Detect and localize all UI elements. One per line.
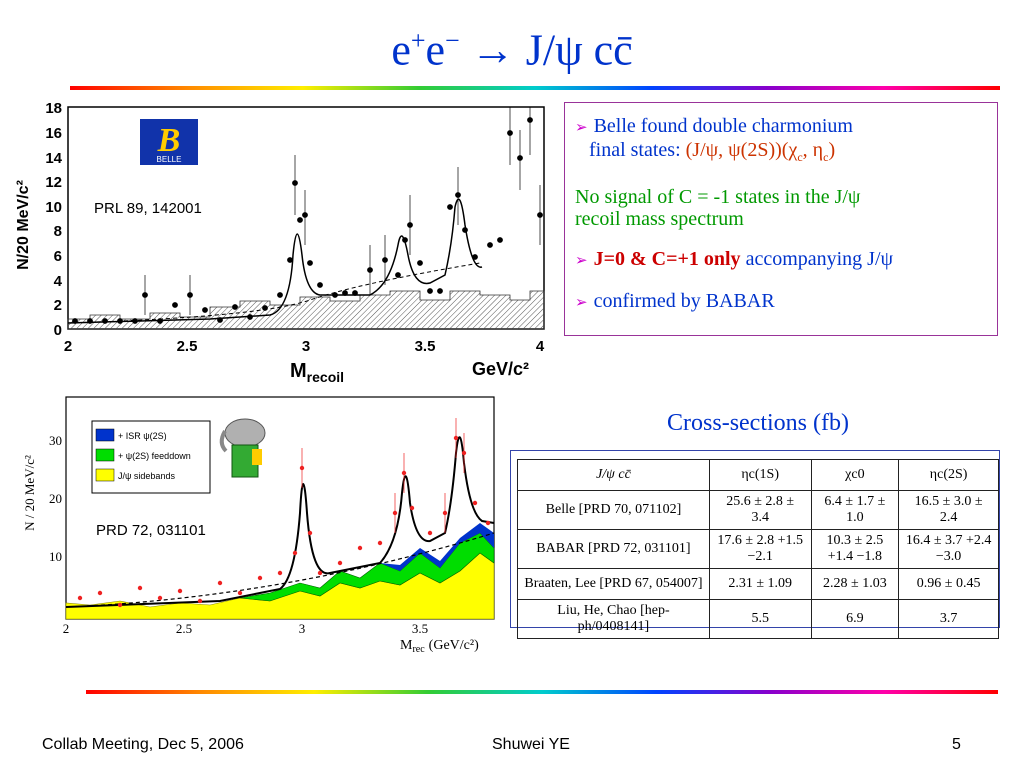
footer-page-number: 5 (952, 736, 961, 753)
cross-sections-table-frame: J/ψ cc̄ ηc(1S) χc0 ηc(2S) Belle [PRD 70,… (510, 450, 1000, 639)
svg-text:4: 4 (54, 273, 63, 290)
svg-text:+ ISR ψ(2S): + ISR ψ(2S) (118, 431, 167, 441)
cross-sections-title: Cross-sections (fb) (667, 410, 849, 436)
belle-logo-icon: B BELLE (140, 119, 198, 165)
arrow-bullet-icon: ➢ (575, 295, 588, 311)
belle-y-label: N/20 MeV/c² (15, 180, 32, 270)
arrow-icon: → (470, 25, 515, 75)
svg-text:BELLE: BELLE (157, 155, 182, 164)
belle-y-ticks: 18 16 14 12 10 8 6 4 2 0 (45, 100, 62, 339)
bullet-belle-cont: final states: (J/ψ, ψ(2S))(χc, ηc) (589, 139, 836, 164)
svg-text:3.5: 3.5 (412, 621, 428, 636)
table-header-row: J/ψ cc̄ ηc(1S) χc0 ηc(2S) (517, 459, 999, 491)
svg-text:+ ψ(2S) feeddown: + ψ(2S) feeddown (118, 451, 191, 461)
bullet-babar: ➢ confirmed by BABAR (575, 290, 775, 312)
bullet-belle: ➢ Belle found double charmonium (575, 115, 853, 137)
babar-y-label: N / 20 MeV/c² (22, 455, 37, 531)
title-text: J/ψ cc̄ (525, 25, 633, 75)
title-sup: − (445, 26, 460, 55)
footer-author: Shuwei YE (492, 736, 570, 753)
svg-text:3: 3 (299, 621, 306, 636)
belle-data-points (72, 117, 543, 324)
svg-text:0: 0 (54, 322, 62, 339)
table-row: Belle [PRD 70, 071102] 25.6 ± 2.8 ± 3.4 … (517, 490, 999, 530)
svg-text:6: 6 (54, 248, 62, 265)
svg-text:3.5: 3.5 (415, 338, 436, 355)
babar-data-points (77, 435, 491, 608)
svg-text:2: 2 (54, 297, 62, 314)
belle-plot: 18 16 14 12 10 8 6 4 2 0 2 2.5 3 3.5 4 N… (10, 95, 555, 385)
table-row: Braaten, Lee [PRD 67, 054007] 2.31 ± 1.0… (517, 568, 999, 600)
svg-text:2.5: 2.5 (176, 621, 192, 636)
babar-elephant-icon (219, 418, 266, 478)
slide-title: e+e− → J/ψ cc̄ (0, 14, 1024, 78)
svg-text:3: 3 (302, 338, 310, 355)
belle-x-units: GeV/c² (472, 359, 529, 379)
no-signal-text: No signal of C = -1 states in the J/ψ re… (575, 186, 861, 230)
svg-text:2: 2 (64, 338, 72, 355)
babar-ref-label: PRD 72, 031101 (96, 522, 206, 539)
svg-text:8: 8 (54, 223, 62, 240)
arrow-bullet-icon: ➢ (575, 120, 588, 136)
babar-x-ticks: 2 2.5 3 3.5 (63, 621, 428, 636)
svg-text:J/ψ sidebands: J/ψ sidebands (118, 471, 175, 481)
svg-text:14: 14 (45, 150, 62, 167)
title-sup: + (410, 26, 426, 55)
summary-box: ➢ Belle found double charmonium final sta… (564, 102, 998, 336)
footer-divider (86, 690, 998, 694)
babar-legend: + ISR ψ(2S) + ψ(2S) feeddown J/ψ sideban… (91, 420, 211, 494)
table-row: Liu, He, Chao [hep-ph/0408141] 5.5 6.9 3… (517, 599, 999, 639)
svg-text:18: 18 (45, 100, 62, 117)
babar-plot: 30 20 10 2 2.5 3 3.5 N / 20 MeV/c² Mrec(… (20, 393, 500, 655)
svg-text:10: 10 (45, 199, 62, 216)
svg-text:10: 10 (49, 549, 62, 564)
footer-meeting: Collab Meeting, Dec 5, 2006 (42, 736, 244, 753)
table-row: BABAR [PRD 72, 031101] 17.6 ± 2.8 +1.5 −… (517, 529, 999, 569)
arrow-bullet-icon: ➢ (575, 253, 588, 269)
title-text: e (391, 25, 411, 75)
belle-x-ticks: 2 2.5 3 3.5 4 (64, 338, 545, 355)
svg-text:2: 2 (63, 621, 70, 636)
svg-text:12: 12 (45, 174, 62, 191)
cross-sections-table: J/ψ cc̄ ηc(1S) χc0 ηc(2S) Belle [PRD 70,… (517, 459, 999, 639)
svg-text:16: 16 (45, 125, 62, 142)
svg-text:B: B (157, 122, 181, 159)
bullet-jc: ➢ J=0 & C=+1 only accompanying J/ψ (575, 248, 894, 270)
belle-ref-label: PRL 89, 142001 (94, 200, 202, 217)
belle-x-label: Mrecoil (290, 360, 344, 385)
babar-y-ticks: 30 20 10 (49, 433, 62, 564)
belle-plot-svg: 18 16 14 12 10 8 6 4 2 0 2 2.5 3 3.5 4 N… (10, 95, 555, 385)
svg-text:30: 30 (49, 433, 62, 448)
svg-text:2.5: 2.5 (177, 338, 198, 355)
svg-text:20: 20 (49, 491, 62, 506)
title-divider (70, 86, 1000, 90)
babar-plot-svg: 30 20 10 2 2.5 3 3.5 N / 20 MeV/c² Mrec(… (22, 396, 495, 655)
babar-x-label: Mrec (GeV/c²) (400, 638, 479, 655)
svg-text:4: 4 (536, 338, 545, 355)
title-text: e (425, 25, 446, 75)
